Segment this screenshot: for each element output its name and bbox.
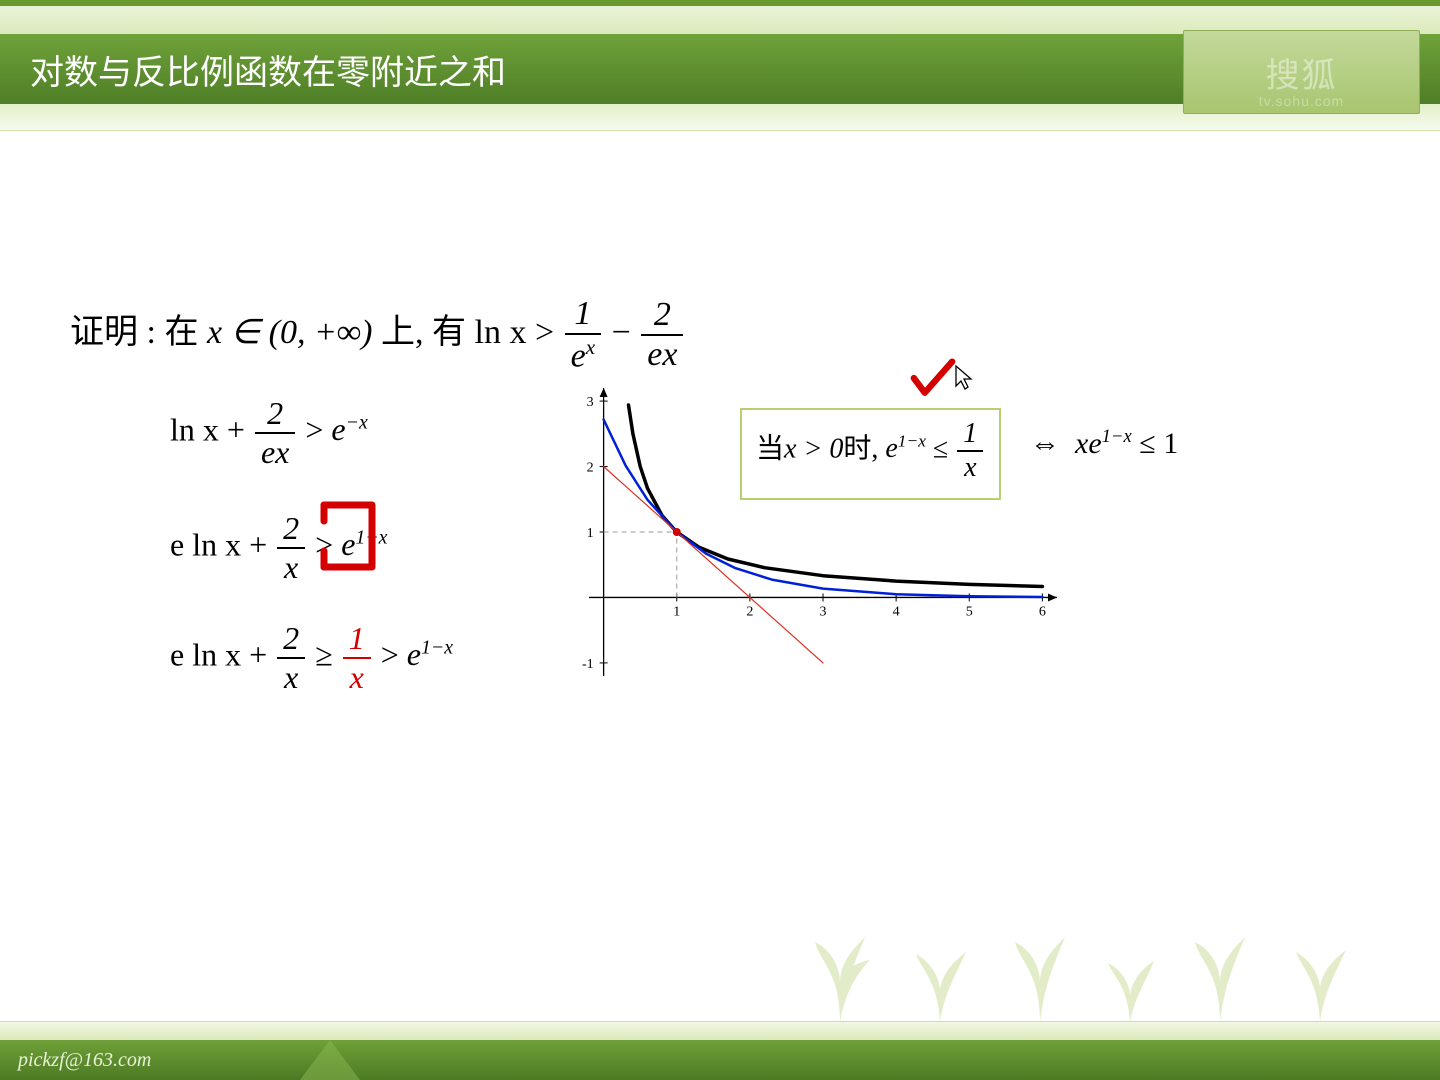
checkmark-icon (910, 358, 956, 400)
proof-lnx: ln x (475, 314, 527, 351)
svg-text:2: 2 (587, 461, 594, 476)
slide-root: 对数与反比例函数在零附近之和 搜狐 tv.sohu.com 证明 : 在 x ∈… (0, 0, 1440, 1080)
proof-mid: 上, 有 (381, 314, 466, 351)
footer-light-strip (0, 1021, 1440, 1040)
proof-domain: x ∈ (0, +∞) (207, 314, 373, 351)
svg-text:5: 5 (966, 604, 973, 619)
callout-equiv: ⇔ xe1−x ≤ 1 (1030, 426, 1178, 461)
frac-step1: 2 ex (255, 395, 295, 471)
frac-1-over-ex: 1 ex (565, 295, 601, 375)
svg-text:-1: -1 (582, 657, 594, 672)
svg-text:3: 3 (587, 395, 594, 410)
minus: − (612, 314, 631, 351)
red-bracket-annotation (312, 497, 384, 579)
watermark-main: 搜狐 (1266, 48, 1338, 97)
footer-email: pickzf@163.com (18, 1049, 151, 1072)
slide-title: 对数与反比例函数在零附近之和 (30, 45, 506, 94)
svg-text:1: 1 (587, 526, 594, 541)
svg-text:3: 3 (820, 604, 827, 619)
footer-bar (0, 1040, 1440, 1080)
callout-frac: 1 x (957, 418, 983, 484)
svg-text:4: 4 (893, 604, 900, 619)
frac-step3a: 2 x (277, 620, 305, 696)
svg-text:6: 6 (1039, 604, 1046, 619)
plants-decor-icon (790, 872, 1410, 1022)
callout-box: 当x > 0时, e1−x ≤ 1 x (740, 408, 1001, 500)
frac-step2: 2 x (277, 510, 305, 586)
svg-text:2: 2 (746, 604, 753, 619)
frac-2-over-ex: 2 ex (641, 296, 683, 374)
footer-notch-decor (300, 1040, 360, 1080)
gt: > (535, 314, 554, 351)
step-1: ln x + 2 ex > e−x (170, 395, 368, 471)
step-3: e ln x + 2 x ≥ 1 x > e1−x (170, 620, 453, 696)
proof-statement: 证明 : 在 x ∈ (0, +∞) 上, 有 ln x > 1 ex − 2 … (70, 295, 685, 375)
frac-1-over-x-red: 1 x (343, 620, 371, 696)
watermark-sub: tv.sohu.com (1184, 93, 1419, 109)
watermark-box: 搜狐 tv.sohu.com (1183, 30, 1420, 114)
cursor-icon (954, 364, 976, 390)
proof-prefix: 证明 : 在 (70, 314, 198, 351)
svg-text:1: 1 (673, 604, 680, 619)
